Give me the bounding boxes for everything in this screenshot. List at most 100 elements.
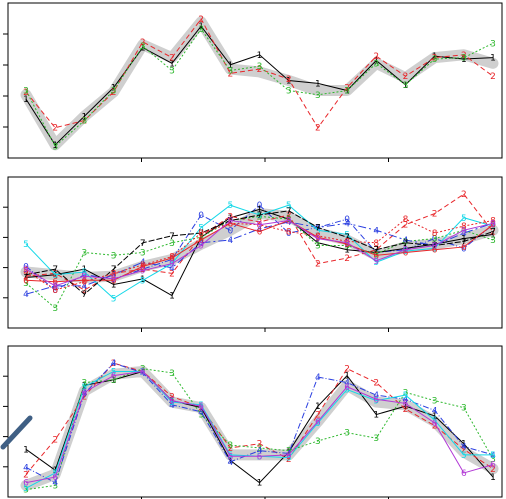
point-label: 2 [169, 269, 175, 279]
point-label: 2 [490, 72, 496, 82]
point-label: 0 [286, 229, 292, 239]
series-line-6 [25, 219, 494, 283]
point-label: 2 [373, 246, 379, 256]
point-label: 4 [227, 458, 233, 468]
point-label: 3 [403, 388, 409, 398]
point-label: 1 [111, 280, 117, 290]
point-label: 2 [286, 211, 292, 221]
point-label: 3 [373, 59, 379, 69]
point-label: 2 [198, 15, 204, 25]
point-label: 4 [257, 447, 263, 457]
point-label: 5 [315, 226, 321, 236]
point-label: 1 [23, 445, 29, 455]
point-label: 4 [23, 290, 29, 300]
point-label: 6 [169, 254, 175, 264]
point-label: 3 [198, 233, 204, 243]
point-label: 2 [227, 69, 233, 79]
series-line-3 [25, 368, 494, 491]
point-label: 3 [490, 39, 496, 49]
point-label: 2 [403, 405, 409, 415]
point-label: 1 [315, 79, 321, 89]
point-label: 2 [198, 404, 204, 414]
point-label: 2 [344, 84, 350, 94]
point-label: 9 [403, 246, 409, 256]
point-label: 2 [169, 392, 175, 402]
point-label: 3 [140, 365, 146, 375]
point-label: 0 [344, 215, 350, 225]
point-label: 2 [344, 254, 350, 264]
point-label: 3 [82, 117, 88, 127]
point-label: 3 [198, 25, 204, 35]
point-label: 7 [82, 290, 88, 300]
point-label: 4 [461, 229, 467, 239]
point-label: 4 [315, 223, 321, 233]
series-line-9 [25, 220, 494, 287]
series-9: 9 9 9 9 9 9 9 9 9 9 9 9 9 9 9 9 9 [23, 217, 496, 292]
point-label: 1 [52, 271, 58, 281]
point-label: 4 [432, 242, 438, 252]
point-label: 3 [432, 55, 438, 65]
point-label: 1 [461, 55, 467, 65]
point-label: 4 [403, 395, 409, 405]
point-label: 3 [227, 66, 233, 76]
point-label: 3 [111, 251, 117, 261]
point-label: 4 [23, 463, 29, 473]
point-label: 5 [140, 276, 146, 286]
plot-frame [7, 176, 503, 329]
point-label: 1 [257, 479, 263, 489]
point-label: 5 [432, 416, 438, 426]
point-label: 7 [257, 211, 263, 221]
point-label: 5 [461, 451, 467, 461]
point-label: 5 [23, 240, 29, 250]
point-label: 1 [403, 81, 409, 91]
point-label: 9 [373, 257, 379, 267]
point-label: 2 [432, 210, 438, 220]
point-label: 1 [52, 141, 58, 151]
point-label: 9 [286, 217, 292, 227]
point-label: 3 [373, 434, 379, 444]
point-label: 1 [432, 412, 438, 422]
point-label: 1 [432, 52, 438, 62]
point-label: 0 [198, 211, 204, 221]
point-label: 5 [52, 271, 58, 281]
point-label: 2 [315, 124, 321, 134]
point-label: 7 [227, 217, 233, 227]
point-label: 2 [111, 269, 117, 279]
point-label: 4 [373, 391, 379, 401]
point-label: 1 [169, 59, 175, 69]
point-label: 1 [286, 448, 292, 458]
point-label: 0 [490, 221, 496, 231]
point-label: 0 [373, 249, 379, 259]
point-label: 9 [432, 242, 438, 252]
point-label: 2 [373, 379, 379, 389]
point-label: 2 [403, 72, 409, 82]
point-label: 2 [52, 124, 58, 134]
point-label: 4 [140, 369, 146, 379]
point-label: 8 [52, 286, 58, 296]
point-label: 2 [82, 392, 88, 402]
point-label: 3 [169, 239, 175, 249]
point-label: 2 [23, 470, 29, 480]
point-label: 3 [432, 397, 438, 407]
point-label: 3 [82, 379, 88, 389]
point-label: 4 [169, 264, 175, 274]
point-label: 3 [286, 447, 292, 457]
point-label: 6 [198, 236, 204, 246]
point-label: 2 [227, 212, 233, 222]
point-label: 8 [432, 229, 438, 239]
point-label: 5 [169, 398, 175, 408]
point-label: 5 [490, 451, 496, 461]
point-label: 3 [461, 54, 467, 64]
point-label: 4 [52, 282, 58, 292]
point-label: 3 [403, 237, 409, 247]
point-label: 8 [490, 217, 496, 227]
point-label: 3 [198, 411, 204, 421]
point-label: 9 [315, 235, 321, 245]
point-label: 3 [169, 369, 175, 379]
